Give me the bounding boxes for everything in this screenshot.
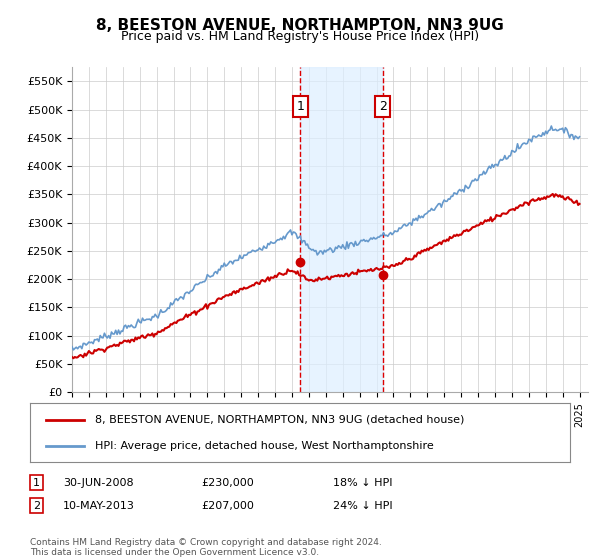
Text: £230,000: £230,000	[201, 478, 254, 488]
Text: HPI: Average price, detached house, West Northamptonshire: HPI: Average price, detached house, West…	[95, 441, 434, 451]
Text: Contains HM Land Registry data © Crown copyright and database right 2024.
This d: Contains HM Land Registry data © Crown c…	[30, 538, 382, 557]
Text: 10-MAY-2013: 10-MAY-2013	[63, 501, 135, 511]
Text: 2: 2	[379, 100, 386, 113]
Text: 2: 2	[33, 501, 40, 511]
Bar	[301, 67, 383, 392]
Text: 24% ↓ HPI: 24% ↓ HPI	[333, 501, 392, 511]
Text: 30-JUN-2008: 30-JUN-2008	[63, 478, 134, 488]
Text: 8, BEESTON AVENUE, NORTHAMPTON, NN3 9UG (detached house): 8, BEESTON AVENUE, NORTHAMPTON, NN3 9UG …	[95, 414, 464, 424]
Text: 18% ↓ HPI: 18% ↓ HPI	[333, 478, 392, 488]
Text: £207,000: £207,000	[201, 501, 254, 511]
Text: Price paid vs. HM Land Registry's House Price Index (HPI): Price paid vs. HM Land Registry's House …	[121, 30, 479, 43]
Text: 1: 1	[33, 478, 40, 488]
Text: 1: 1	[296, 100, 304, 113]
Text: 8, BEESTON AVENUE, NORTHAMPTON, NN3 9UG: 8, BEESTON AVENUE, NORTHAMPTON, NN3 9UG	[96, 18, 504, 34]
